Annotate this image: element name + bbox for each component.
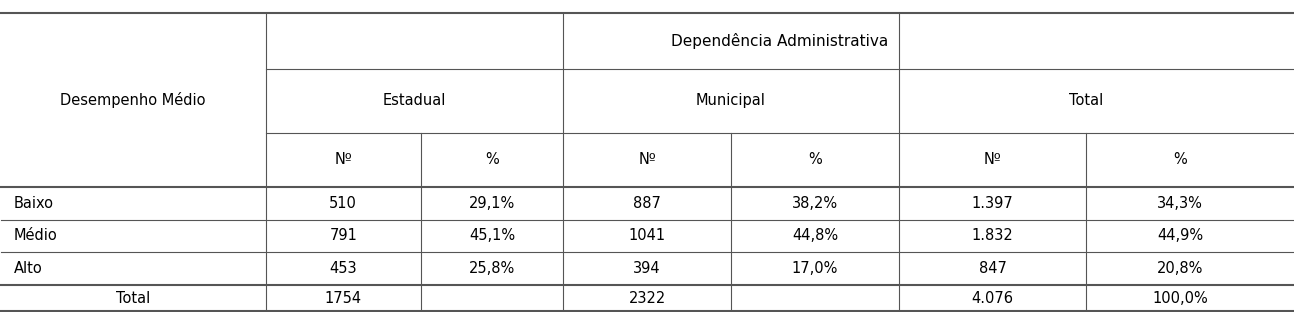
Text: 1.397: 1.397: [972, 196, 1013, 211]
Text: Municipal: Municipal: [696, 93, 766, 108]
Text: 25,8%: 25,8%: [468, 261, 515, 276]
Text: Nº: Nº: [334, 152, 352, 167]
Text: 453: 453: [330, 261, 357, 276]
Text: 1754: 1754: [325, 290, 362, 306]
Text: 29,1%: 29,1%: [468, 196, 515, 211]
Text: Total: Total: [116, 290, 150, 306]
Text: Dependência Administrativa: Dependência Administrativa: [670, 33, 888, 49]
Text: Total: Total: [1069, 93, 1104, 108]
Text: 44,8%: 44,8%: [792, 228, 839, 243]
Text: 1041: 1041: [629, 228, 665, 243]
Text: 4.076: 4.076: [972, 290, 1013, 306]
Text: 45,1%: 45,1%: [468, 228, 515, 243]
Text: 17,0%: 17,0%: [792, 261, 839, 276]
Text: 44,9%: 44,9%: [1157, 228, 1203, 243]
Text: Médio: Médio: [14, 228, 57, 243]
Text: 510: 510: [329, 196, 357, 211]
Text: 38,2%: 38,2%: [792, 196, 839, 211]
Text: Baixo: Baixo: [14, 196, 53, 211]
Text: Alto: Alto: [14, 261, 43, 276]
Text: 887: 887: [633, 196, 661, 211]
Text: 20,8%: 20,8%: [1157, 261, 1203, 276]
Text: %: %: [1174, 152, 1187, 167]
Text: Estadual: Estadual: [383, 93, 446, 108]
Text: 847: 847: [978, 261, 1007, 276]
Text: 791: 791: [329, 228, 357, 243]
Text: Nº: Nº: [638, 152, 656, 167]
Text: 394: 394: [633, 261, 661, 276]
Text: %: %: [809, 152, 822, 167]
Text: 2322: 2322: [629, 290, 665, 306]
Text: %: %: [485, 152, 498, 167]
Text: 34,3%: 34,3%: [1157, 196, 1203, 211]
Text: 1.832: 1.832: [972, 228, 1013, 243]
Text: 100,0%: 100,0%: [1153, 290, 1209, 306]
Text: Nº: Nº: [983, 152, 1002, 167]
Text: Desempenho Médio: Desempenho Médio: [61, 92, 206, 108]
